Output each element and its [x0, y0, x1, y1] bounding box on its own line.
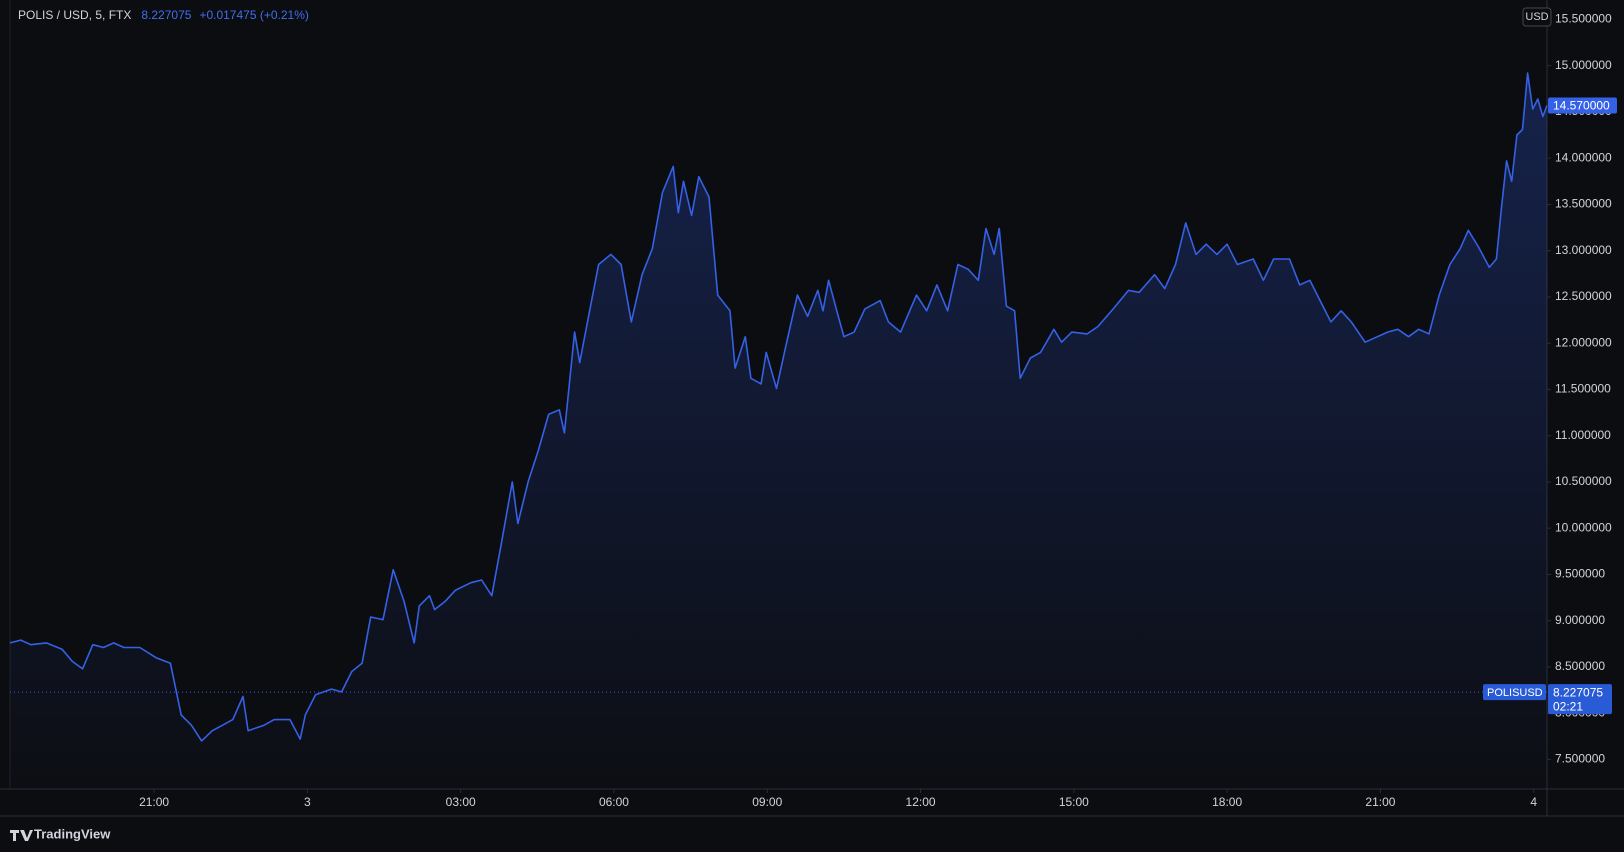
currency-label: USD [1525, 11, 1548, 23]
y-tick-label: 15.500000 [1555, 12, 1612, 26]
y-tick-label: 12.500000 [1555, 289, 1612, 303]
y-tick-label: 15.000000 [1555, 58, 1612, 72]
x-tick-label: 3 [304, 795, 311, 809]
y-tick-label: 13.000000 [1555, 243, 1612, 257]
x-tick-label: 15:00 [1059, 795, 1089, 809]
symbol-tag-label: POLISUSD [1487, 687, 1543, 699]
y-tick-label: 9.500000 [1555, 567, 1605, 581]
brand-icon [10, 830, 33, 841]
countdown-label: 02:21 [1553, 699, 1583, 713]
y-tick-label: 13.500000 [1555, 197, 1612, 211]
y-tick-label: 7.500000 [1555, 752, 1605, 766]
x-tick-label: 4 [1530, 795, 1537, 809]
x-tick-label: 03:00 [446, 795, 476, 809]
current-price-tag [1548, 684, 1612, 715]
y-tick-label: 9.000000 [1555, 613, 1605, 627]
symbol-title: POLIS / USD, 5, FTX [18, 8, 131, 22]
x-tick-label: 12:00 [906, 795, 936, 809]
price-line [9, 72, 1548, 742]
x-tick-label: 21:00 [139, 795, 169, 809]
header-change: +0.017475 (+0.21%) [199, 8, 308, 22]
header-price: 8.227075 [141, 8, 191, 22]
last-price-label: 14.570000 [1553, 99, 1610, 113]
x-tick-label: 18:00 [1212, 795, 1242, 809]
y-tick-label: 10.000000 [1555, 520, 1612, 534]
y-tick-label: 11.500000 [1555, 382, 1611, 396]
x-tick-label: 06:00 [599, 795, 629, 809]
y-tick-label: 8.500000 [1555, 659, 1605, 673]
brand-logo[interactable]: TradingView [10, 826, 111, 841]
x-tick-label: 09:00 [752, 795, 782, 809]
area [10, 73, 1547, 790]
y-tick-label: 11.000000 [1555, 428, 1611, 442]
x-tick-label: 21:00 [1365, 795, 1395, 809]
y-tick-label: 12.000000 [1555, 335, 1612, 349]
y-tick-label: 14.000000 [1555, 150, 1612, 164]
currency-badge [1522, 7, 1552, 27]
y-tick-label: 10.500000 [1555, 474, 1612, 488]
last-price-tag [1548, 97, 1617, 114]
symbol-tag [1483, 684, 1546, 701]
brand-text: TradingView [34, 826, 111, 841]
current-price-label: 8.227075 [1553, 685, 1603, 699]
